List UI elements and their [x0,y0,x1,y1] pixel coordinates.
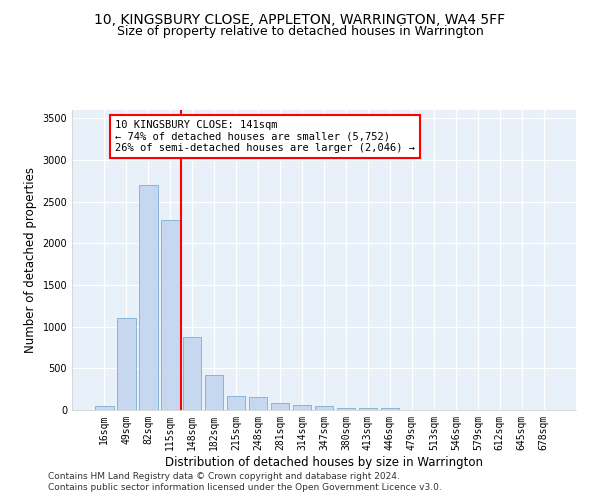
Text: Contains public sector information licensed under the Open Government Licence v3: Contains public sector information licen… [48,484,442,492]
Bar [359,408,377,410]
Bar [117,318,136,410]
Bar [183,336,202,410]
Text: 10 KINGSBURY CLOSE: 141sqm
← 74% of detached houses are smaller (5,752)
26% of s: 10 KINGSBURY CLOSE: 141sqm ← 74% of deta… [115,120,415,153]
Bar [249,396,268,410]
Text: 10, KINGSBURY CLOSE, APPLETON, WARRINGTON, WA4 5FF: 10, KINGSBURY CLOSE, APPLETON, WARRINGTO… [94,12,506,26]
Bar [337,408,355,410]
Bar [380,408,399,410]
Bar [161,220,179,410]
Bar [314,406,334,410]
Bar [139,185,158,410]
Bar [227,396,245,410]
Bar [95,406,113,410]
Bar [205,376,223,410]
Bar [271,402,289,410]
Y-axis label: Number of detached properties: Number of detached properties [24,167,37,353]
Text: Size of property relative to detached houses in Warrington: Size of property relative to detached ho… [116,25,484,38]
Text: Contains HM Land Registry data © Crown copyright and database right 2024.: Contains HM Land Registry data © Crown c… [48,472,400,481]
X-axis label: Distribution of detached houses by size in Warrington: Distribution of detached houses by size … [165,456,483,468]
Bar [293,405,311,410]
